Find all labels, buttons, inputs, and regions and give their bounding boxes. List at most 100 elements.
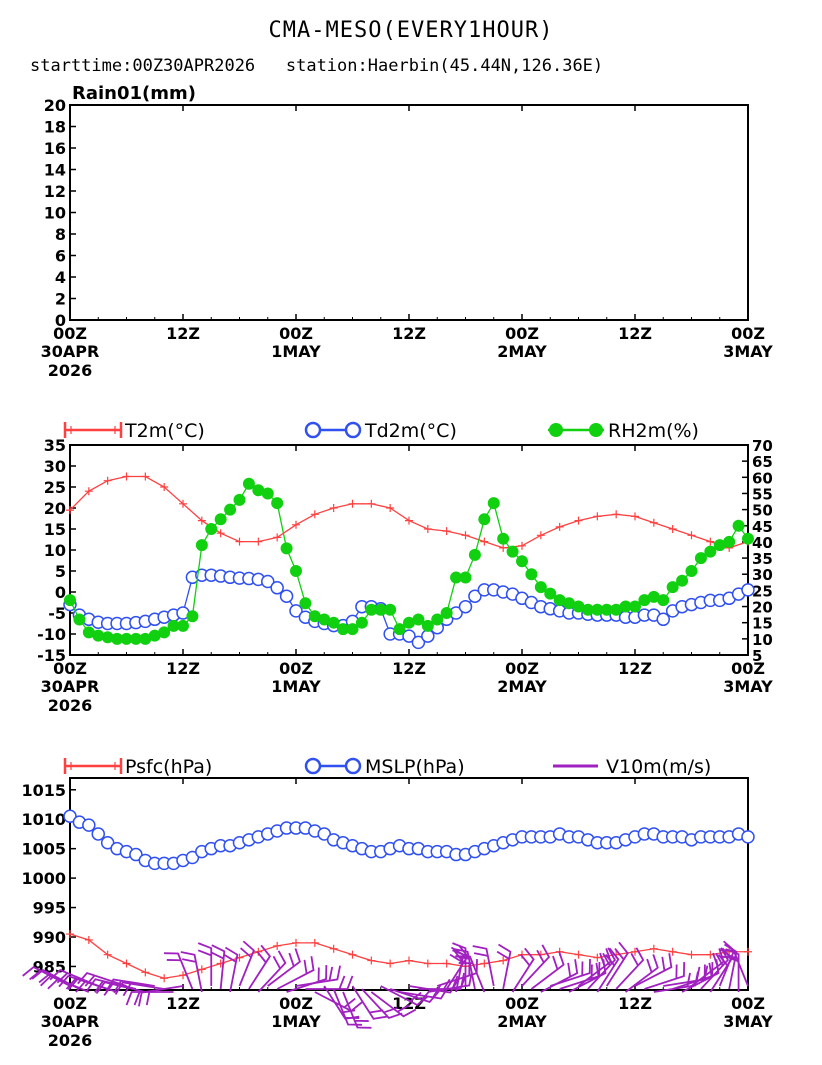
data-point xyxy=(742,532,754,545)
x-tick-label: 30APR xyxy=(41,342,100,361)
y2-tick-label: 10 xyxy=(752,631,773,649)
wind-barb xyxy=(370,991,417,1018)
data-point xyxy=(442,527,451,536)
data-point xyxy=(348,499,357,508)
y-tick-label: -10 xyxy=(37,625,66,644)
legend-marker xyxy=(63,422,123,438)
wind-barb xyxy=(40,974,90,993)
wind-barb xyxy=(719,949,749,987)
data-point xyxy=(214,513,227,526)
data-point xyxy=(386,504,395,512)
panel-frame xyxy=(69,104,749,321)
x-tick-label: 3MAY xyxy=(723,1012,773,1031)
x-tick-label: 12Z xyxy=(392,994,426,1013)
data-point xyxy=(741,583,755,597)
data-point xyxy=(555,522,564,531)
y-tick-label: 10 xyxy=(44,541,66,560)
data-point xyxy=(536,531,545,540)
data-point xyxy=(261,487,274,500)
y2-tick-label: 30 xyxy=(752,566,773,584)
y-tick-label: 15 xyxy=(44,520,66,539)
y-tick-label: 1015 xyxy=(21,781,66,800)
data-point xyxy=(593,953,602,962)
data-point xyxy=(480,537,489,546)
data-point xyxy=(423,959,432,968)
data-point xyxy=(468,548,481,561)
y-tick-label: 30 xyxy=(44,457,66,476)
wind-barb xyxy=(530,951,565,990)
y-tick-label: 990 xyxy=(33,928,66,947)
data-point xyxy=(299,597,312,610)
wind-barb xyxy=(644,962,686,990)
data-point xyxy=(468,589,482,603)
data-point xyxy=(82,818,96,832)
legend-label: Td2m(°C) xyxy=(364,420,457,442)
wind-barb xyxy=(587,947,617,990)
x-tick-label: 00Z xyxy=(279,324,313,343)
data-point xyxy=(384,603,397,616)
x-tick-label: 00Z xyxy=(731,994,765,1013)
y2-tick-label: 15 xyxy=(752,615,773,633)
data-point xyxy=(317,827,331,841)
wind-barb xyxy=(342,991,372,1029)
x-tick-label: 12Z xyxy=(166,659,200,678)
data-point xyxy=(723,535,736,548)
wind-barb xyxy=(105,978,155,994)
data-point xyxy=(405,956,413,965)
data-point xyxy=(254,537,263,546)
data-point xyxy=(480,959,489,968)
wind-barb xyxy=(472,945,495,987)
data-point xyxy=(290,565,302,577)
y2-tick-label: 25 xyxy=(752,582,773,600)
data-point xyxy=(506,545,519,558)
data-point xyxy=(195,539,208,552)
wind-barb xyxy=(455,955,486,993)
data-point xyxy=(205,523,218,535)
chart-subtitle: starttime:00Z30APR2026 station:Haerbin(4… xyxy=(30,56,604,76)
x-tick-label: 2026 xyxy=(48,361,93,380)
wind-barb xyxy=(596,947,620,993)
legend-label: V10m(m/s) xyxy=(606,756,711,778)
y-tick-label: 0 xyxy=(55,583,66,602)
y2-tick-label: 50 xyxy=(752,502,773,520)
y2-tick-label: 40 xyxy=(752,534,773,552)
wind-barb xyxy=(305,975,354,990)
data-point xyxy=(741,830,755,844)
data-point xyxy=(346,623,359,636)
legend-label: T2m(°C) xyxy=(124,420,205,442)
data-point xyxy=(279,589,294,603)
data-point xyxy=(631,512,639,521)
wind-barb xyxy=(496,943,512,990)
data-point xyxy=(442,959,451,968)
wind-barb xyxy=(615,947,645,990)
data-point xyxy=(694,552,707,565)
wind-barb xyxy=(549,959,591,987)
legend-label: MSLP(hPa) xyxy=(365,756,465,778)
data-point xyxy=(666,581,679,594)
panel-title: Rain01(mm) xyxy=(72,83,196,104)
data-point xyxy=(497,532,510,545)
wind-barb xyxy=(257,950,287,993)
wind-barb xyxy=(138,985,184,1007)
data-point xyxy=(478,513,491,526)
data-point xyxy=(367,956,376,965)
y-tick-label: 2 xyxy=(55,290,66,309)
data-point xyxy=(518,541,526,550)
data-point xyxy=(261,574,275,589)
wind-barb xyxy=(49,968,99,987)
data-point xyxy=(100,836,115,850)
wind-barb xyxy=(540,959,579,993)
legend-marker xyxy=(549,423,563,437)
x-tick-label: 1MAY xyxy=(271,677,321,696)
data-point xyxy=(91,827,105,841)
legend-marker xyxy=(304,421,322,439)
x-tick-label: 2MAY xyxy=(497,342,547,361)
data-point xyxy=(289,604,303,618)
data-point xyxy=(411,635,426,650)
data-point xyxy=(186,610,199,623)
data-point xyxy=(744,947,752,956)
data-point xyxy=(270,581,284,595)
wind-barb xyxy=(114,981,165,997)
data-point xyxy=(534,581,547,594)
x-tick-label: 00Z xyxy=(505,324,539,343)
